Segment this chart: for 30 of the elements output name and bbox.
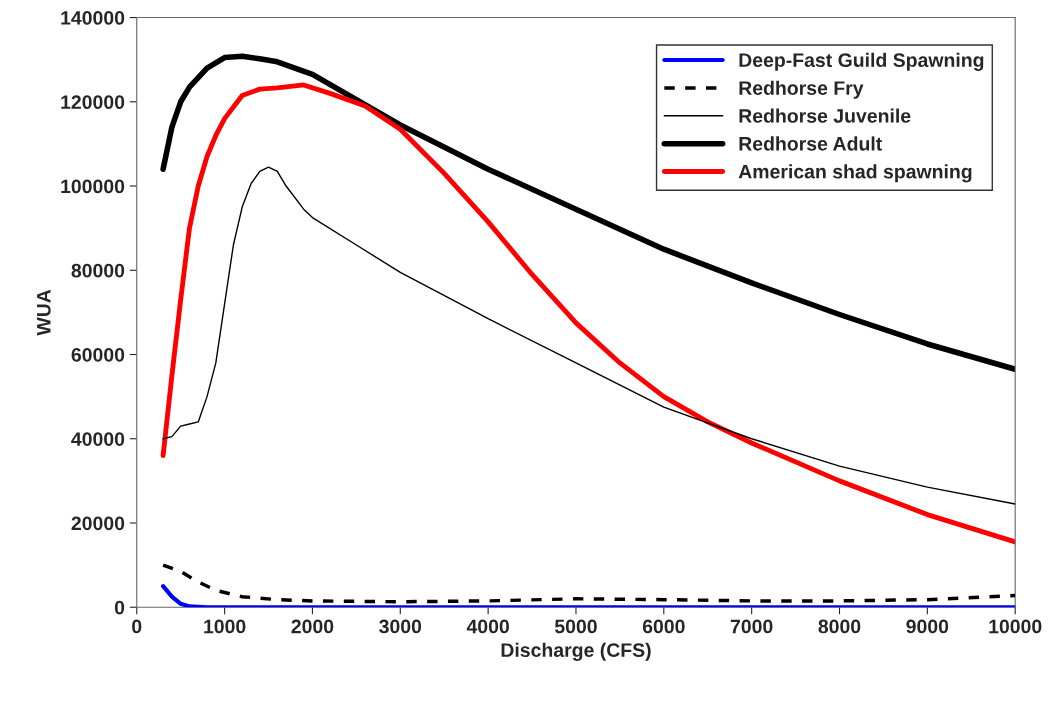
legend-label: Redhorse Fry <box>739 80 864 99</box>
line-series <box>160 82 1016 545</box>
x-axis-title: Discharge (CFS) <box>501 642 651 661</box>
legend-label: American shad spawning <box>738 164 972 183</box>
y-tick-label: 20000 <box>71 516 125 531</box>
x-tick-label: 1000 <box>204 619 246 634</box>
x-tick-label: 4000 <box>466 619 509 634</box>
y-axis-title: WUA <box>37 289 51 336</box>
x-tick-label: 0 <box>132 619 142 634</box>
legend-label: Redhorse Juvenile <box>739 108 911 123</box>
line-series <box>161 563 1016 604</box>
x-tick-label: 9000 <box>906 619 949 634</box>
line-series <box>162 166 1016 505</box>
x-tick-label: 5000 <box>554 619 597 634</box>
y-tick-label: 80000 <box>71 263 125 278</box>
legend-label: Deep-Fast Guild Spawning <box>739 52 984 71</box>
y-tick-label: 140000 <box>61 11 125 25</box>
y-tick-label: 120000 <box>61 95 125 110</box>
line-series <box>161 584 1016 608</box>
x-tick-label: 2000 <box>291 619 334 634</box>
y-tick-label: 60000 <box>71 347 125 362</box>
legend-label: Redhorse Adult <box>739 136 882 151</box>
x-tick-label: 3000 <box>379 619 422 634</box>
y-tick-label: 0 <box>114 600 125 615</box>
x-tick-label: 10000 <box>989 619 1042 634</box>
x-tick-label: 7000 <box>730 619 773 634</box>
x-tick-label: 8000 <box>818 619 861 634</box>
x-tick-label: 6000 <box>642 619 685 634</box>
y-tick-label: 40000 <box>71 432 125 446</box>
y-tick-label: 100000 <box>61 179 125 194</box>
